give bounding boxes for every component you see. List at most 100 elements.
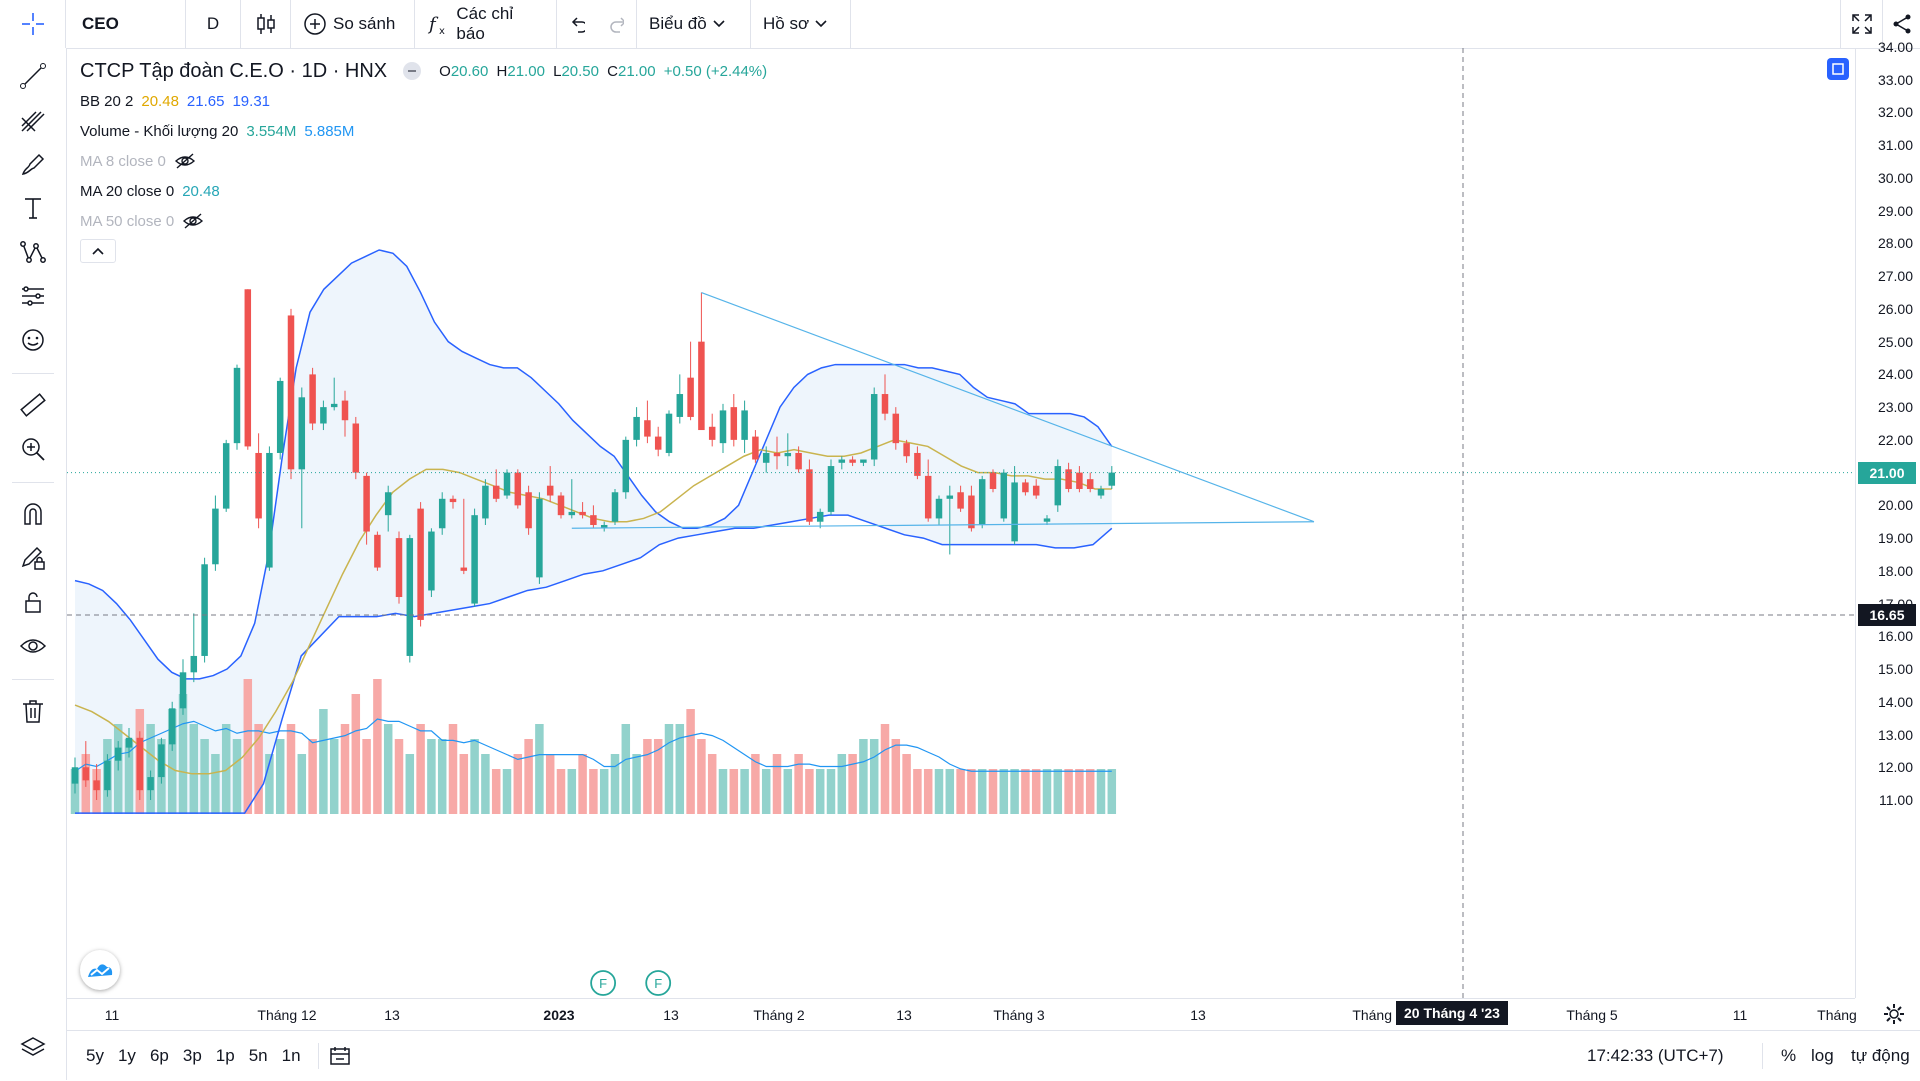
fib-tool[interactable] (13, 100, 53, 140)
volume-bar (448, 724, 458, 814)
range-button-3p[interactable]: 3p (182, 1046, 202, 1065)
range-button-1n[interactable]: 1n (281, 1046, 301, 1065)
lock-drawing-tool[interactable] (13, 538, 53, 578)
percent-scale-toggle[interactable]: % (1781, 1046, 1797, 1065)
legend-ma8-row[interactable]: MA 8 close 0 (80, 146, 767, 176)
candle-body (201, 564, 208, 656)
volume-bar (697, 739, 706, 814)
price-axis[interactable]: 34.00 33.00 32.00 31.00 30.00 29.00 28.00 27.00… (1855, 39, 1920, 998)
volume-bar (470, 739, 479, 814)
volume-bar (308, 739, 317, 814)
volume-bar (880, 724, 890, 814)
range-button-1y[interactable]: 1y (117, 1046, 136, 1065)
bb-mid-value: 20.48 (141, 92, 179, 110)
pattern-tool[interactable] (13, 232, 53, 272)
candle-body (892, 413, 900, 444)
candle-body (968, 495, 975, 529)
brand-logo[interactable] (80, 950, 120, 990)
chart-style-button[interactable] (241, 0, 291, 48)
text-tool[interactable] (13, 188, 53, 228)
candle-body (633, 416, 640, 440)
candle-body (136, 737, 144, 791)
undo-button[interactable] (557, 0, 597, 48)
candle-body (503, 472, 511, 496)
range-button-5n[interactable]: 5n (248, 1046, 268, 1065)
candle-body (914, 452, 921, 476)
emoji-tool[interactable] (13, 320, 53, 360)
range-button-1p[interactable]: 1p (215, 1046, 235, 1065)
symbol-search-button[interactable]: CEO (66, 0, 186, 48)
volume-bar (891, 739, 901, 814)
eye-off-icon[interactable] (182, 212, 204, 230)
fullscreen-button[interactable] (1840, 0, 1883, 48)
hide-tool[interactable] (13, 626, 53, 666)
price-tick-label: 20.00 (1877, 497, 1913, 514)
magnet-tool[interactable] (13, 494, 53, 534)
volume-bar (1021, 769, 1030, 814)
settings-button[interactable] (1883, 1003, 1905, 1030)
volume-bar (977, 769, 987, 814)
volume-bar (1064, 769, 1073, 814)
range-button-6p[interactable]: 6p (149, 1046, 169, 1065)
event-marker-label: F (599, 976, 607, 991)
compare-button[interactable]: So sánh (291, 0, 415, 48)
bottom-toolbar: 5y 1y 6p 3p 1p 5n 1n 17:42:33 (UTC+7) % log tự… (67, 1030, 1920, 1081)
volume-bar (1107, 769, 1117, 814)
trend-line-tool[interactable] (13, 56, 53, 96)
price-tick-label: 30.00 (1877, 169, 1913, 186)
date-range-button[interactable] (329, 1045, 351, 1067)
candle-body (266, 452, 273, 568)
eye-off-icon[interactable] (174, 152, 196, 170)
share-button[interactable] (1882, 0, 1920, 48)
clock[interactable]: 17:42:33 (UTC+7) (1587, 1046, 1724, 1065)
lock-all-tool[interactable] (13, 582, 53, 622)
measure-tool[interactable] (13, 385, 53, 425)
volume-bar (848, 754, 857, 814)
volume-bar (859, 739, 868, 814)
remove-tool[interactable] (13, 691, 53, 731)
chart-menu-button[interactable]: Biểu đồ (637, 0, 751, 48)
event-marker-label: F (654, 976, 662, 991)
candles-icon (256, 14, 275, 34)
candle-body (870, 394, 878, 460)
crosshair-price-tag: 16.65 (1858, 604, 1916, 627)
brush-tool[interactable] (13, 144, 53, 184)
redo-button[interactable] (597, 0, 637, 48)
volume-bar (427, 739, 436, 814)
zoom-tool[interactable] (13, 429, 53, 469)
legend-ma50-row[interactable]: MA 50 close 0 (80, 206, 767, 236)
legend-ma20-row[interactable]: MA 20 close 0 20.48 (80, 176, 767, 206)
candle-body (287, 315, 295, 470)
auto-scale-button[interactable] (1827, 58, 1849, 80)
candle-body (816, 511, 824, 522)
last-price-tag: 21.00 (1858, 461, 1916, 484)
collapse-icon[interactable] (403, 62, 422, 80)
legend-volume-row[interactable]: Volume - Khối lượng 20 3.554M 5.885M (80, 116, 767, 146)
open-value: 20.60 (450, 62, 489, 80)
interval-button[interactable]: D (186, 0, 241, 48)
crosshair-menu-button[interactable] (0, 0, 66, 48)
profile-menu-button[interactable]: Hồ sơ (751, 0, 851, 48)
prediction-tool[interactable] (13, 276, 53, 316)
volume-bar (599, 769, 609, 814)
candle-body (384, 492, 392, 516)
time-tick-label: Tháng 2 (753, 1007, 805, 1023)
candle-body (320, 407, 327, 424)
volume-bar (362, 739, 371, 814)
candle-body (676, 394, 684, 417)
legend-collapse-button[interactable] (80, 239, 116, 263)
legend-bb-row[interactable]: BB 20 2 20.48 21.65 19.31 (80, 86, 767, 116)
bb-lower-line (75, 514, 1113, 814)
candle-body (1097, 488, 1105, 496)
log-scale-toggle[interactable]: log (1811, 1046, 1834, 1065)
time-axis[interactable]: 11 Tháng 12 13 2023 13 Tháng 2 13 Tháng 3 13 Thán… (67, 998, 1904, 1031)
auto-scale-toggle[interactable]: tự động (1851, 1046, 1910, 1065)
candle-body (762, 452, 770, 463)
event-marker (645, 970, 672, 996)
candle-body (752, 436, 759, 460)
object-tree-button[interactable] (13, 1028, 53, 1068)
range-button-5y[interactable]: 5y (86, 1046, 104, 1065)
